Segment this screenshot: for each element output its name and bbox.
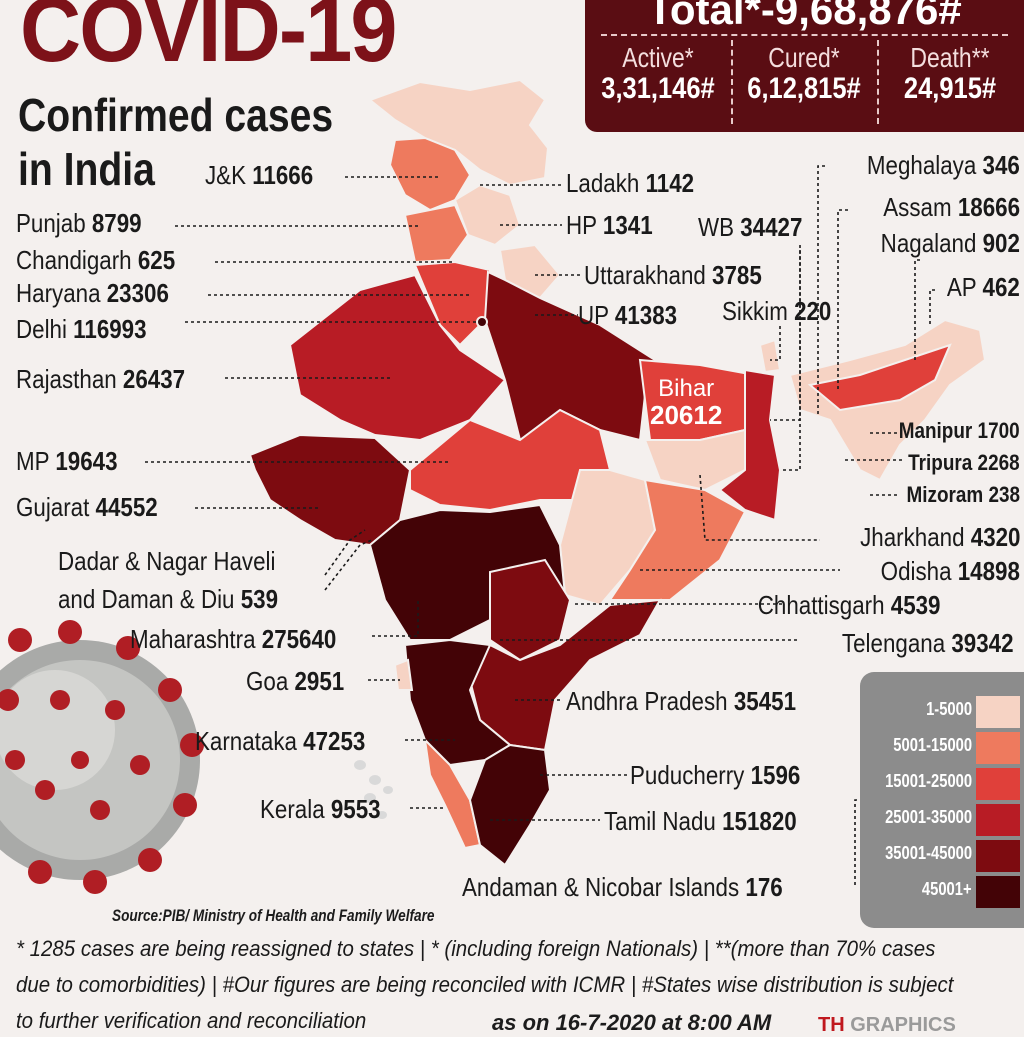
label-assam: Assam 18666 — [883, 192, 1020, 222]
totals-divider — [601, 34, 1008, 36]
source-credit: Source:PIB/ Ministry of Health and Famil… — [112, 906, 435, 925]
footnote-line3: to further verification and reconciliati… — [16, 1008, 367, 1033]
label-tamilnadu: Tamil Nadu 151820 — [604, 806, 797, 836]
label-kerala: Kerala 9553 — [260, 794, 381, 824]
label-rajasthan: Rajasthan 26437 — [16, 364, 186, 394]
label-goa: Goa 2951 — [246, 666, 345, 696]
label-karnataka: Karnataka 47253 — [195, 726, 366, 756]
label-telengana: Telengana 39342 — [842, 628, 1014, 658]
label-manipur: Manipur 1700 — [899, 418, 1020, 443]
region-tamilnadu — [468, 743, 552, 867]
legend-swatch — [976, 804, 1020, 836]
legend-item: 45001+ — [868, 874, 1024, 910]
label-ladakh: Ladakh 1142 — [566, 168, 695, 198]
label-uttarakhand: Uttarakhand 3785 — [584, 260, 762, 290]
label-jk: J&K 11666 — [205, 160, 314, 190]
region-up — [483, 270, 657, 442]
page-title: COVID-19 — [20, 0, 398, 81]
legend-swatch — [976, 732, 1020, 764]
totals-vdivider — [731, 40, 733, 124]
active-value: 3,31,146# — [601, 72, 715, 105]
death-label: Death** — [910, 42, 990, 73]
label-gujarat: Gujarat 44552 — [16, 492, 158, 522]
footnote-line1: * 1285 cases are being reassigned to sta… — [16, 936, 936, 961]
legend-swatch — [976, 696, 1020, 728]
region-sikkim — [758, 338, 782, 374]
region-wb — [718, 368, 782, 522]
label-puducherry: Puducherry 1596 — [630, 760, 801, 790]
label-delhi: Delhi 116993 — [16, 314, 147, 344]
death-stat: Death** 24,915# — [877, 42, 1023, 106]
label-bihar: Bihar 20612 — [650, 375, 723, 430]
coronavirus-illustration — [0, 620, 204, 894]
label-sikkim: Sikkim 220 — [722, 296, 832, 326]
region-assam — [807, 343, 952, 412]
legend-item: 1-5000 — [868, 694, 1024, 730]
label-punjab: Punjab 8799 — [16, 208, 142, 238]
brand-logo: TH GRAPHICS — [818, 1014, 956, 1036]
totals-panel: Total*-9,68,876# Active* 3,31,146# Cured… — [585, 0, 1024, 132]
total-cases: Total*-9,68,876# — [647, 0, 962, 33]
active-stat: Active* 3,31,146# — [585, 42, 731, 106]
label-mp: MP 19643 — [16, 446, 118, 476]
label-nagaland: Nagaland 902 — [880, 228, 1020, 258]
label-ap-ne: AP 462 — [947, 272, 1020, 302]
lakshadweep-islands — [354, 760, 393, 819]
label-andaman: Andaman & Nicobar Islands 176 — [462, 872, 783, 902]
leader-lines — [145, 165, 935, 885]
footnote-line2: due to comorbidities) | #Our figures are… — [16, 972, 954, 997]
label-mizoram: Mizoram 238 — [906, 482, 1020, 507]
label-meghalaya: Meghalaya 346 — [867, 150, 1020, 180]
label-hp: HP 1341 — [566, 210, 653, 240]
label-maharashtra: Maharashtra 275640 — [130, 624, 337, 654]
cured-value: 6,12,815# — [747, 72, 861, 105]
legend-item: 15001-25000 — [868, 766, 1024, 802]
page-subtitle-line2: in India — [18, 143, 155, 195]
region-kerala — [423, 737, 482, 850]
legend-swatch — [976, 768, 1020, 800]
legend-item: 5001-15000 — [868, 730, 1024, 766]
map-legend: 1-5000 5001-15000 15001-25000 25001-3500… — [860, 672, 1024, 928]
region-delhi — [476, 316, 488, 328]
region-goa — [393, 658, 414, 691]
totals-vdivider — [877, 40, 879, 124]
legend-swatch — [976, 840, 1020, 872]
label-tripura: Tripura 2268 — [908, 450, 1020, 475]
label-up: UP 41383 — [578, 300, 678, 330]
label-jharkhand: Jharkhand 4320 — [859, 522, 1020, 552]
region-rajasthan — [288, 273, 507, 442]
legend-swatch — [976, 876, 1020, 908]
label-wb: WB 34427 — [698, 212, 803, 242]
map-regions — [248, 78, 987, 867]
page-subtitle-line1: Confirmed cases — [18, 89, 334, 141]
region-punjab — [403, 203, 470, 264]
as-on-date: as on 16-7-2020 at 8:00 AM — [492, 1010, 772, 1035]
label-haryana: Haryana 23306 — [16, 278, 169, 308]
label-dnh-line2: and Daman & Diu 539 — [58, 584, 279, 614]
label-andhra: Andhra Pradesh 35451 — [566, 686, 797, 716]
active-label: Active* — [622, 42, 694, 73]
legend-item: 35001-45000 — [868, 838, 1024, 874]
label-odisha: Odisha 14898 — [880, 556, 1020, 586]
region-odisha — [608, 478, 747, 601]
cured-label: Cured* — [768, 42, 840, 73]
cured-stat: Cured* 6,12,815# — [731, 42, 877, 106]
death-value: 24,915# — [903, 72, 997, 105]
label-chhattisgarh: Chhattisgarh 4539 — [757, 590, 940, 620]
label-dnh-line1: Dadar & Nagar Haveli — [58, 546, 276, 576]
label-chandigarh: Chandigarh 625 — [16, 245, 176, 275]
region-gujarat — [248, 433, 412, 547]
legend-item: 25001-35000 — [868, 802, 1024, 838]
